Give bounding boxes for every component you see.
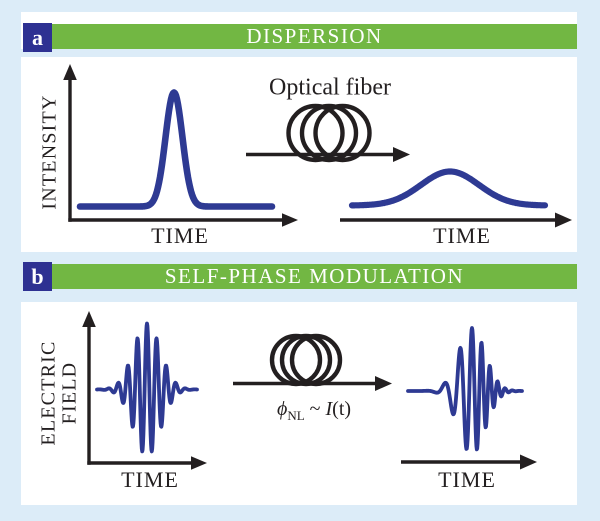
field-time-axes — [82, 311, 207, 470]
spm-phase-formula: ϕNL ~ I(t) — [277, 398, 351, 424]
intensity-argument: (t) — [332, 398, 352, 420]
time-arrow-a-right — [340, 212, 572, 228]
panel-a-header: DISPERSION — [52, 24, 577, 49]
separator-strip-a — [21, 49, 577, 57]
time-label-a-left: TIME — [151, 223, 209, 248]
optical-fiber-label: Optical fiber — [269, 74, 391, 101]
time-label-a-right: TIME — [433, 223, 491, 248]
electric-field-line1: ELECTRIC — [37, 340, 60, 446]
time-label-b-right: TIME — [438, 467, 496, 492]
phi-symbol: ϕ — [276, 398, 288, 420]
fiber-arrow-a — [246, 147, 410, 162]
panel-b-title: SELF-PHASE MODULATION — [164, 264, 465, 288]
tilde-symbol: ~ — [309, 398, 321, 420]
time-arrow-b-right — [401, 454, 537, 470]
broadened-pulse — [348, 168, 549, 209]
time-label-b-left: TIME — [121, 467, 179, 492]
electric-field-axis-label: ELECTRIC FIELD — [37, 340, 80, 446]
input-pulse — [76, 89, 276, 210]
fiber-coil-b — [269, 333, 343, 387]
panel-a-tag: a — [23, 23, 52, 52]
intensity-time-axes — [63, 64, 298, 227]
phi-subscript: NL — [287, 408, 305, 423]
fiber-coil-a — [286, 103, 372, 163]
electric-field-line2: FIELD — [58, 361, 80, 425]
input-wavepacket — [95, 321, 199, 454]
intensity-axis-label: INTENSITY — [38, 94, 61, 210]
panel-b-header: SELF-PHASE MODULATION — [52, 264, 577, 289]
panel-a-title: DISPERSION — [246, 24, 383, 48]
chirped-wavepacket — [406, 326, 524, 452]
intensity-symbol: I — [325, 398, 333, 420]
panel-b-tag: b — [23, 262, 52, 291]
